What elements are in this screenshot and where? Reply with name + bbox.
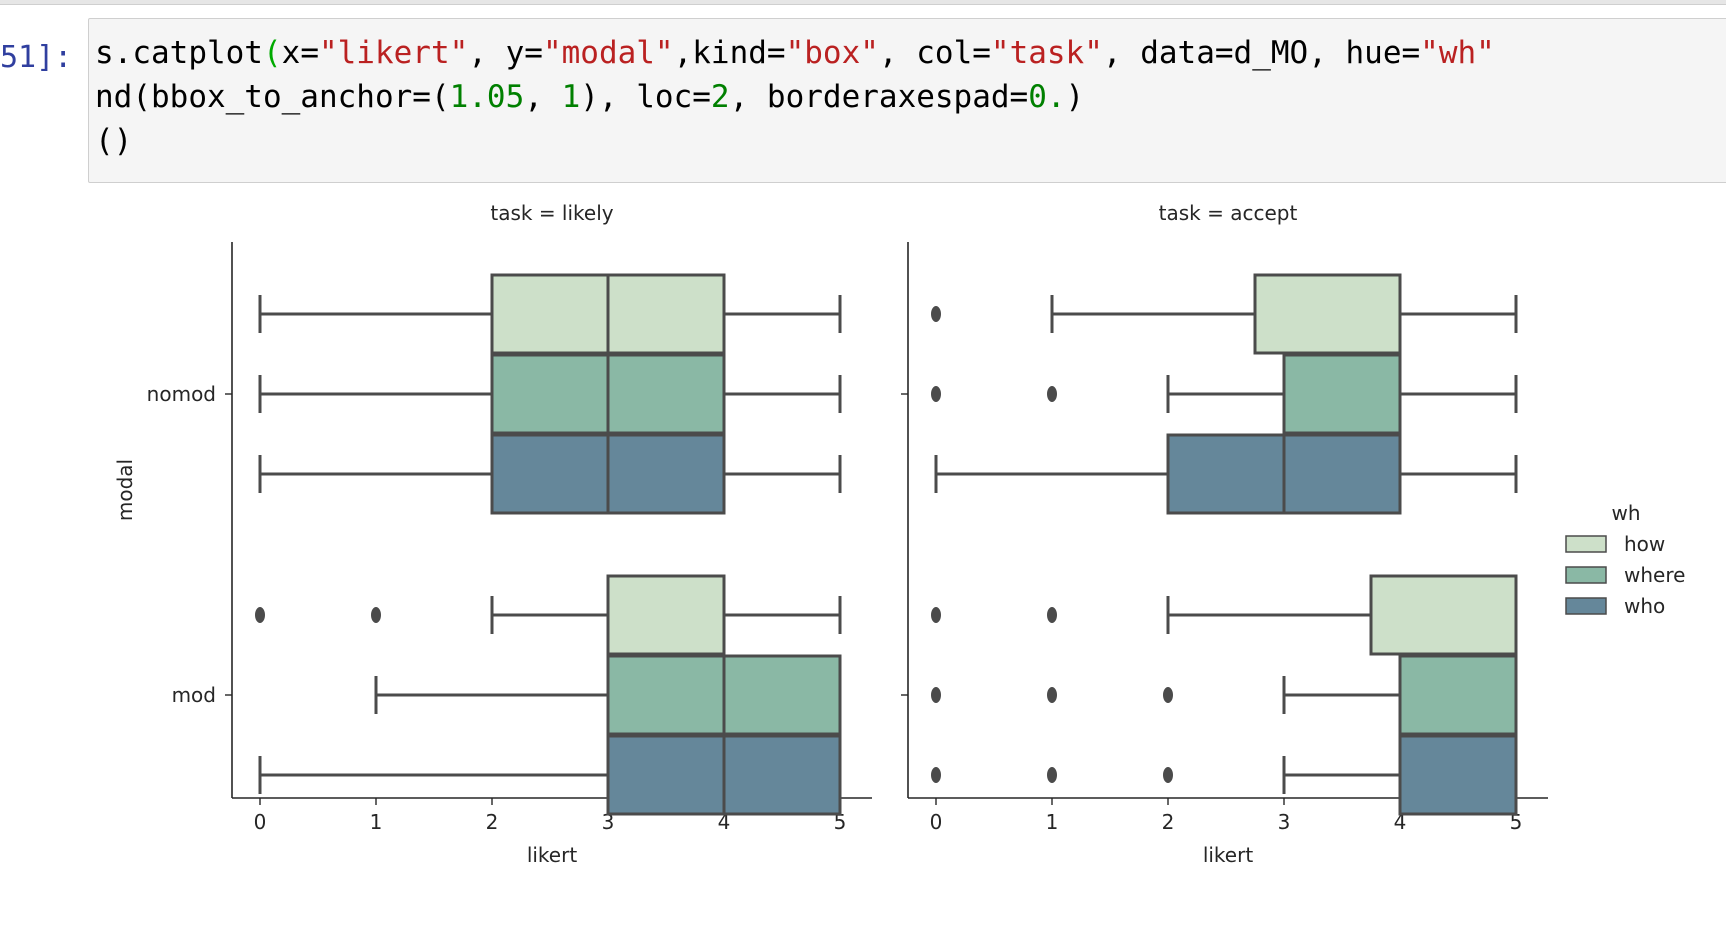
outlier-point <box>931 767 941 783</box>
outlier-point <box>1163 767 1173 783</box>
legend-title: wh <box>1611 501 1640 525</box>
outlier-point <box>1047 607 1057 623</box>
outlier-point <box>931 386 941 402</box>
code-token: ,kind= <box>673 35 786 71</box>
code-token: "wh" <box>1420 35 1495 71</box>
x-tick-label: 5 <box>834 810 847 834</box>
box-who <box>1398 734 1518 816</box>
cell-prompt: 51]: <box>0 40 73 75</box>
code-token: , data=d_MO, hue= <box>1102 35 1421 71</box>
code-token: , y= <box>468 35 543 71</box>
x-axis-label: likert <box>527 843 578 867</box>
x-tick-label: 4 <box>1394 810 1407 834</box>
box-how <box>1369 574 1518 656</box>
y-axis-label: modal <box>113 459 137 521</box>
code-token: "likert" <box>318 35 469 71</box>
legend-label: who <box>1624 594 1665 618</box>
outlier-point <box>931 607 941 623</box>
outlier-point <box>1047 386 1057 402</box>
x-tick-label: 4 <box>718 810 731 834</box>
x-tick-label: 3 <box>602 810 615 834</box>
x-tick-label: 0 <box>930 810 943 834</box>
box-how <box>606 574 726 656</box>
legend-swatch-who <box>1565 597 1607 615</box>
outlier-point <box>1047 767 1057 783</box>
code-token: "modal" <box>542 35 674 71</box>
code-line: nd(bbox_to_anchor=(1.05, 1), loc=2, bord… <box>95 75 1495 119</box>
x-tick-label: 1 <box>370 810 383 834</box>
box-where <box>1398 654 1518 736</box>
output-area: task = likely 0 1 2 3 4 5 likert nomod mod task = … <box>0 190 1726 944</box>
x-tick-label: 0 <box>254 810 267 834</box>
panel-title: task = likely <box>490 201 613 225</box>
code-cell[interactable]: s.catplot(x="likert", y="modal",kind="bo… <box>88 18 1726 183</box>
legend-label: where <box>1624 563 1685 587</box>
code-token: 1 <box>561 79 581 115</box>
y-tick-label: mod <box>172 683 216 707</box>
code-token: "box" <box>785 35 879 71</box>
code-token: , borderaxespad= <box>729 79 1029 115</box>
outlier-point <box>255 607 265 623</box>
legend-swatch-how <box>1565 535 1607 553</box>
x-tick-label: 5 <box>1510 810 1523 834</box>
legend-swatch-where <box>1565 566 1607 584</box>
code-token: x= <box>281 35 319 71</box>
box-how <box>1253 273 1402 355</box>
code-token: , <box>524 79 562 115</box>
code-token: ), loc= <box>580 79 711 115</box>
code-editor[interactable]: s.catplot(x="likert", y="modal",kind="bo… <box>95 31 1495 163</box>
x-axis-label: likert <box>1203 843 1254 867</box>
y-tick-label: nomod <box>147 382 216 406</box>
x-tick-label: 2 <box>486 810 499 834</box>
code-token: 0. <box>1028 79 1066 115</box>
code-token: , col= <box>878 35 991 71</box>
outlier-point <box>931 306 941 322</box>
legend-label: how <box>1624 532 1665 556</box>
code-token: nd(bbox_to_anchor=( <box>95 79 450 115</box>
catplot-figure: task = likely 0 1 2 3 4 5 likert nomod mod task = … <box>113 201 1685 867</box>
x-tick-label: 1 <box>1046 810 1059 834</box>
code-line: () <box>95 119 1495 163</box>
outlier-point <box>371 607 381 623</box>
code-token: ( <box>262 35 282 71</box>
code-token: ) <box>1065 79 1085 115</box>
code-token: "task" <box>990 35 1103 71</box>
box-where <box>1282 353 1402 435</box>
cell-top-border <box>0 0 1726 5</box>
outlier-point <box>1163 687 1173 703</box>
code-token: () <box>95 123 133 159</box>
x-tick-label: 3 <box>1278 810 1291 834</box>
outlier-point <box>1047 687 1057 703</box>
code-token: 2 <box>710 79 730 115</box>
code-token: s.catplot <box>95 35 263 71</box>
code-line: s.catplot(x="likert", y="modal",kind="bo… <box>95 31 1495 75</box>
panel-title: task = accept <box>1159 201 1298 225</box>
outlier-point <box>931 687 941 703</box>
x-tick-label: 2 <box>1162 810 1175 834</box>
code-token: 1.05 <box>449 79 525 115</box>
